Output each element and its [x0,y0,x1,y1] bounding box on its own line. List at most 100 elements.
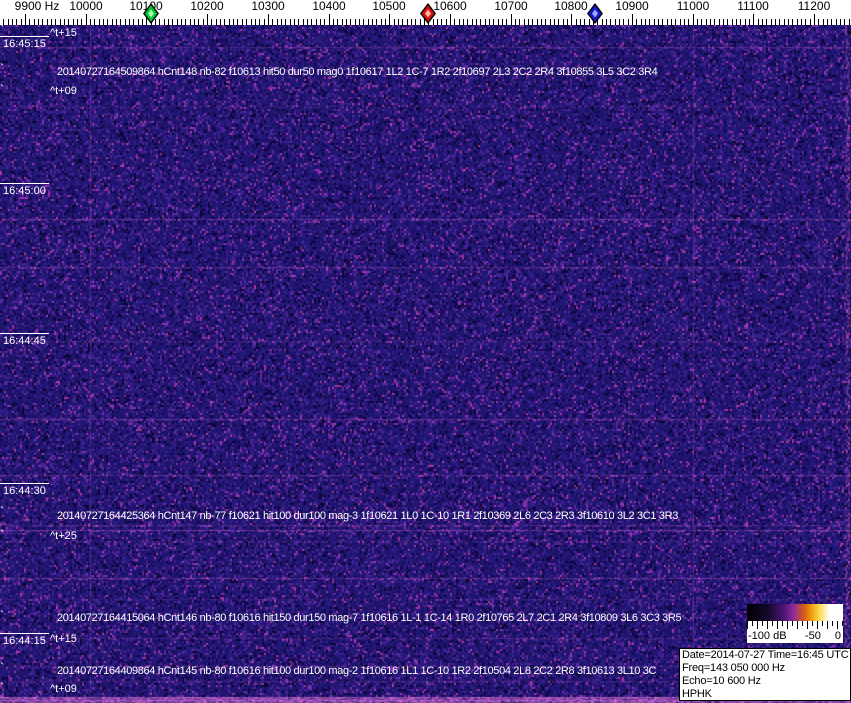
ruler-tick [159,19,161,25]
ruler-tick [636,19,638,25]
info-frequency: Freq=143 050 000 Hz [682,662,785,674]
db-scale-tick [762,621,763,626]
ruler-tick [762,19,764,25]
ruler-tick [363,19,365,25]
ruler-tick [580,19,581,25]
ruler-tick [558,19,560,25]
ruler-tick [254,19,256,25]
ruler-tick [697,19,698,25]
ruler-tick [345,19,347,25]
marker-diamond-blue[interactable] [587,3,603,24]
ruler-tick [77,19,78,25]
ruler-tick [103,19,104,25]
ruler-tick [848,19,850,25]
db-scale-tick [832,621,833,626]
ruler-tick [98,19,100,25]
ruler-tick [497,19,499,25]
freq-axis-label: 10500 [372,0,406,13]
ruler-tick [653,19,655,25]
ruler-tick [224,19,226,25]
ruler-tick [658,19,659,25]
ruler-tick [701,19,703,25]
freq-axis-label: 10800 [554,0,588,13]
ruler-tick [142,19,144,25]
ruler-tick [597,19,599,25]
db-label-max: 0 [834,630,841,642]
ruler-tick [42,19,44,25]
ruler-tick [827,19,829,25]
frequency-ruler: 9900 Hz 10000 10100 10200 10300 10400 10500 106… [0,0,851,25]
ruler-tick [540,19,542,25]
ruler-tick [211,19,213,25]
ruler-tick [116,19,117,25]
ruler-tick [410,19,412,25]
ruler-tick [402,19,404,25]
ruler-tick [90,19,91,25]
ruler-tick [189,19,191,25]
ruler-tick [744,19,746,25]
ruler-tick [51,19,52,25]
ruler-tick [454,19,456,25]
freq-axis-label: 11000 [676,0,710,13]
ruler-tick [319,19,321,25]
ruler-tick [822,19,824,25]
ruler-tick [220,19,222,25]
ruler-tick [601,19,603,25]
ruler-tick [584,19,586,25]
ruler-tick [25,14,26,25]
marker-diamond-green[interactable] [143,3,159,24]
db-scale-tick [757,621,758,629]
ruler-tick [688,19,690,25]
marker-diamond-red[interactable] [420,3,436,24]
ruler-tick [337,19,339,25]
ruler-tick [380,19,382,25]
ruler-tick [462,19,464,25]
db-label-mid: -50 [805,630,821,642]
ruler-tick [436,19,438,25]
ruler-tick [527,19,529,25]
info-date-time: Date=2014-07-27 Time=16:45 UTC [682,649,849,661]
ruler-tick [623,19,625,25]
ruler-tick [645,19,646,25]
ruler-tick [389,14,391,25]
ruler-tick [480,19,482,25]
ruler-tick [532,19,534,25]
db-scale-tick [772,621,773,626]
ruler-tick [358,19,360,25]
ruler-tick [124,19,126,25]
freq-axis-label: 10600 [433,0,467,13]
ruler-tick [471,19,473,25]
ruler-tick [289,19,291,25]
ruler-tick [168,19,170,25]
ruler-tick [350,19,352,25]
ruler-tick [714,19,716,25]
ruler-tick [20,19,22,25]
info-echo: Echo=10 600 Hz [682,675,761,687]
ruler-tick [33,19,35,25]
ruler-tick [94,19,96,25]
db-scale-ruler [747,621,843,630]
ruler-tick [475,19,477,25]
ruler-tick [406,19,408,25]
ruler-tick [441,19,443,25]
spectrogram-waterfall [0,25,851,703]
ruler-tick [81,19,83,25]
ruler-tick [111,19,113,25]
ruler-tick [467,19,469,25]
ruler-tick [749,19,751,25]
ruler-tick [228,19,230,25]
ruler-tick [840,19,842,25]
db-gradient-bar [747,604,843,621]
ruler-tick [514,19,516,25]
ruler-tick [237,19,239,25]
ruler-tick [7,19,9,25]
freq-axis-label: 10000 [69,0,103,13]
ruler-tick [632,14,633,25]
ruler-tick [783,19,785,25]
ruler-tick [332,19,334,25]
ruler-tick [64,19,65,25]
ruler-tick [818,19,820,25]
db-label-min: -100 dB [748,630,787,642]
ruler-tick [120,19,122,25]
ruler-tick [775,19,777,25]
